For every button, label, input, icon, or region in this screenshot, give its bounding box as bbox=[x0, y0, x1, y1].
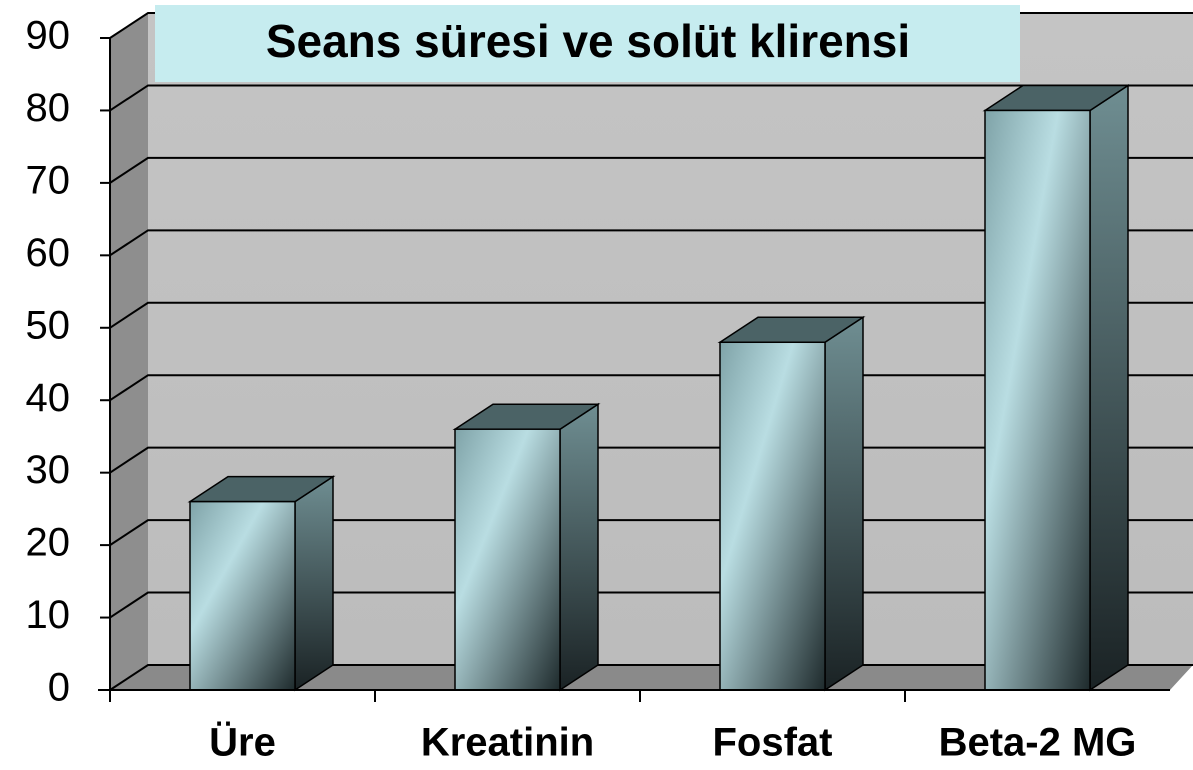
bar-side bbox=[824, 315, 864, 692]
bar bbox=[719, 341, 826, 691]
grid-line bbox=[109, 301, 1193, 329]
y-tick-label: 40 bbox=[26, 376, 71, 420]
x-tick-label: Beta-2 MG bbox=[939, 721, 1137, 765]
title-box bbox=[155, 5, 1020, 82]
y-tick-label: 50 bbox=[26, 303, 71, 347]
y-tick-label: 90 bbox=[26, 14, 71, 58]
y-tick-label: 10 bbox=[26, 593, 71, 637]
x-tick-label: Fosfat bbox=[713, 721, 833, 765]
x-tick-label: Kreatinin bbox=[421, 721, 594, 765]
y-tick-label: 20 bbox=[26, 521, 71, 565]
floor bbox=[110, 665, 1193, 690]
x-tick-label: Üre bbox=[209, 720, 276, 765]
bar bbox=[189, 500, 296, 691]
bar-side bbox=[559, 402, 599, 692]
left-wall bbox=[110, 14, 148, 690]
y-tick-label: 30 bbox=[26, 448, 71, 492]
bar-side bbox=[294, 475, 334, 692]
y-tick-label: 60 bbox=[26, 231, 71, 275]
y-tick-label: 70 bbox=[26, 158, 71, 202]
chart-title: Seans süresi ve solüt klirensi bbox=[266, 15, 910, 67]
grid-line bbox=[109, 229, 1193, 257]
bar bbox=[454, 428, 561, 691]
grid-line bbox=[109, 156, 1193, 184]
bar-side bbox=[1089, 84, 1129, 692]
grid-line bbox=[109, 84, 1193, 112]
back-wall bbox=[148, 14, 1193, 665]
y-tick-label: 80 bbox=[26, 86, 71, 130]
y-tick-label: 0 bbox=[48, 666, 70, 710]
bar bbox=[984, 109, 1091, 691]
